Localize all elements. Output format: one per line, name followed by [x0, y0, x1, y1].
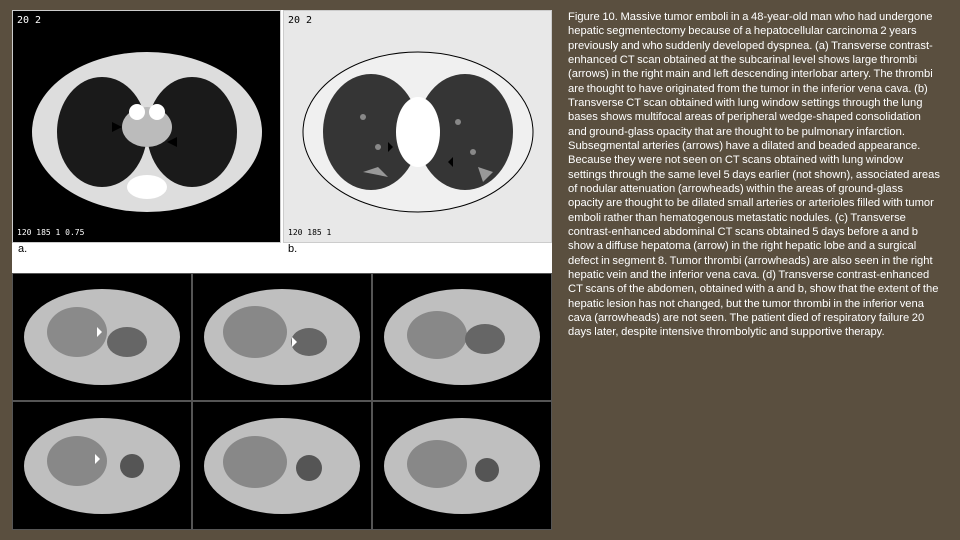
figure-caption: Figure 10. Massive tumor emboli in a 48-…	[552, 10, 948, 530]
abd-scan-d3	[372, 401, 552, 530]
ct-thorax-lung-window	[293, 32, 543, 222]
side-label-b: 120 185 1	[288, 229, 331, 238]
panel-letter-a: a.	[18, 243, 27, 255]
abd-scan-c2	[192, 273, 372, 402]
abd-scan-c3	[372, 273, 552, 402]
abd-scan-c1	[12, 273, 192, 402]
caption-text: Figure 10. Massive tumor emboli in a 48-…	[568, 10, 940, 340]
ct-panel-b: 20 2 120 185 1	[283, 10, 552, 243]
abd-scan-d1	[12, 401, 192, 530]
side-label-a: 120 185 1 0.75	[17, 229, 84, 238]
corner-label-a: 20 2	[17, 15, 41, 26]
panel-letter-b: b.	[288, 243, 297, 255]
corner-label-b: 20 2	[288, 15, 312, 26]
abd-scan-d2	[192, 401, 372, 530]
axial-ct-row: 20 2 120 185 1 0.75 20 2	[12, 10, 552, 243]
ct-panel-a: 20 2 120 185 1 0.75	[12, 10, 281, 243]
ct-thorax-soft-tissue	[22, 32, 272, 222]
figure-composite: 20 2 120 185 1 0.75 20 2	[12, 10, 552, 530]
abdominal-ct-grid	[12, 273, 552, 530]
